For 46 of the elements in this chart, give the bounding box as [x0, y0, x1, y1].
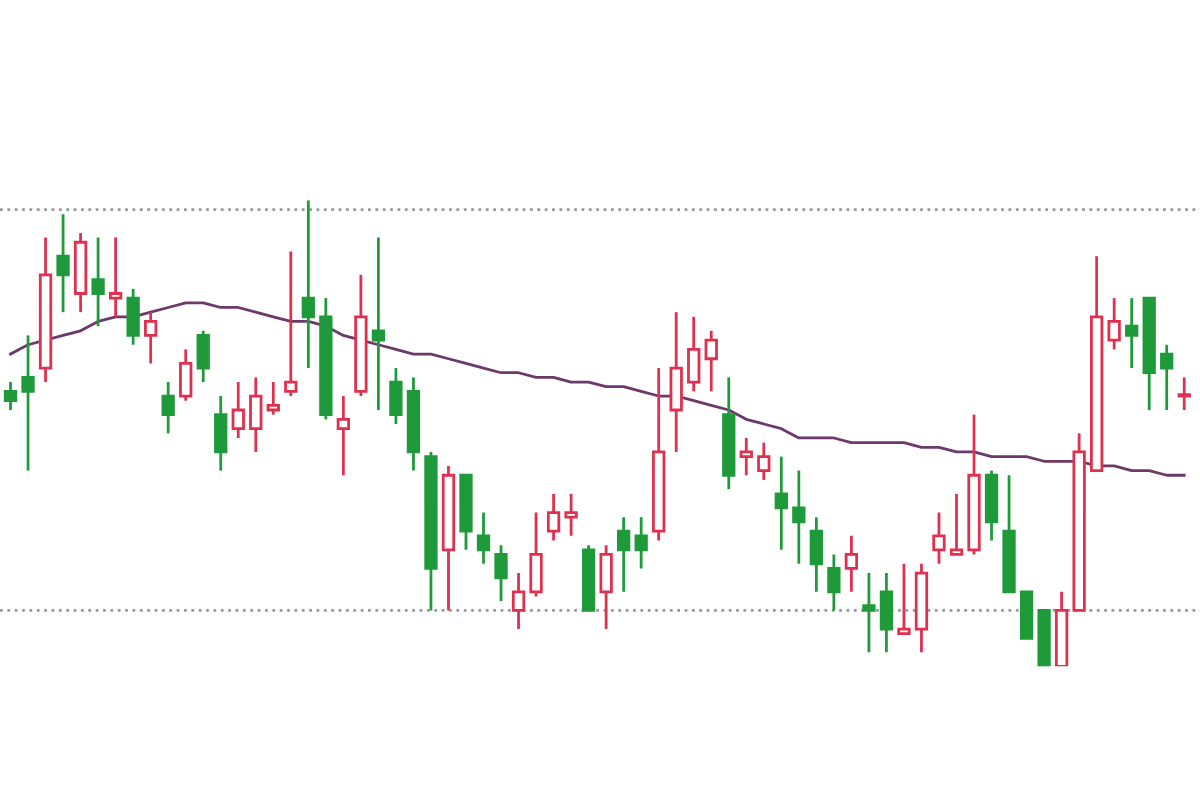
candlestick [757, 441, 771, 482]
candlestick [704, 329, 718, 393]
candlestick [38, 236, 53, 384]
candlestick [161, 380, 175, 435]
candlestick [914, 562, 929, 654]
candlestick [844, 534, 859, 594]
candlestick [179, 348, 193, 403]
candlestick [862, 571, 876, 654]
candlestick [56, 212, 70, 314]
candlestick [91, 236, 105, 328]
candlestick [144, 310, 158, 365]
candlestick [1177, 376, 1191, 412]
candlestick [371, 236, 386, 412]
candlestick [476, 511, 491, 566]
candlestick [1160, 343, 1174, 412]
candlestick [21, 334, 35, 472]
candlestick [774, 455, 788, 552]
candlestick [214, 394, 228, 472]
candlestick [1125, 296, 1139, 370]
candlestick [441, 464, 456, 612]
candlestick [301, 200, 315, 370]
candlestick [617, 515, 631, 594]
candlestick [73, 231, 88, 314]
candlestick [809, 515, 823, 594]
candlestick [827, 553, 841, 612]
candlestick [792, 469, 806, 566]
candlestick [266, 380, 280, 417]
candlestick [406, 376, 421, 472]
candlestick [511, 571, 526, 631]
candlestick [564, 492, 578, 538]
candlestick [108, 236, 123, 319]
candlestick [126, 287, 140, 347]
candlestick [652, 366, 666, 542]
candlestick [599, 543, 613, 631]
candlestick [722, 376, 736, 491]
candlestick [231, 380, 245, 440]
candlestick [669, 310, 683, 454]
candlestick [3, 380, 18, 412]
candlestick [879, 571, 894, 654]
candlestick [739, 436, 753, 477]
candlestick [336, 394, 350, 477]
candlestick [546, 492, 561, 542]
candlestick [249, 376, 263, 454]
candlestick [1107, 296, 1121, 351]
candlestick [634, 515, 648, 570]
candlestick [687, 315, 701, 393]
